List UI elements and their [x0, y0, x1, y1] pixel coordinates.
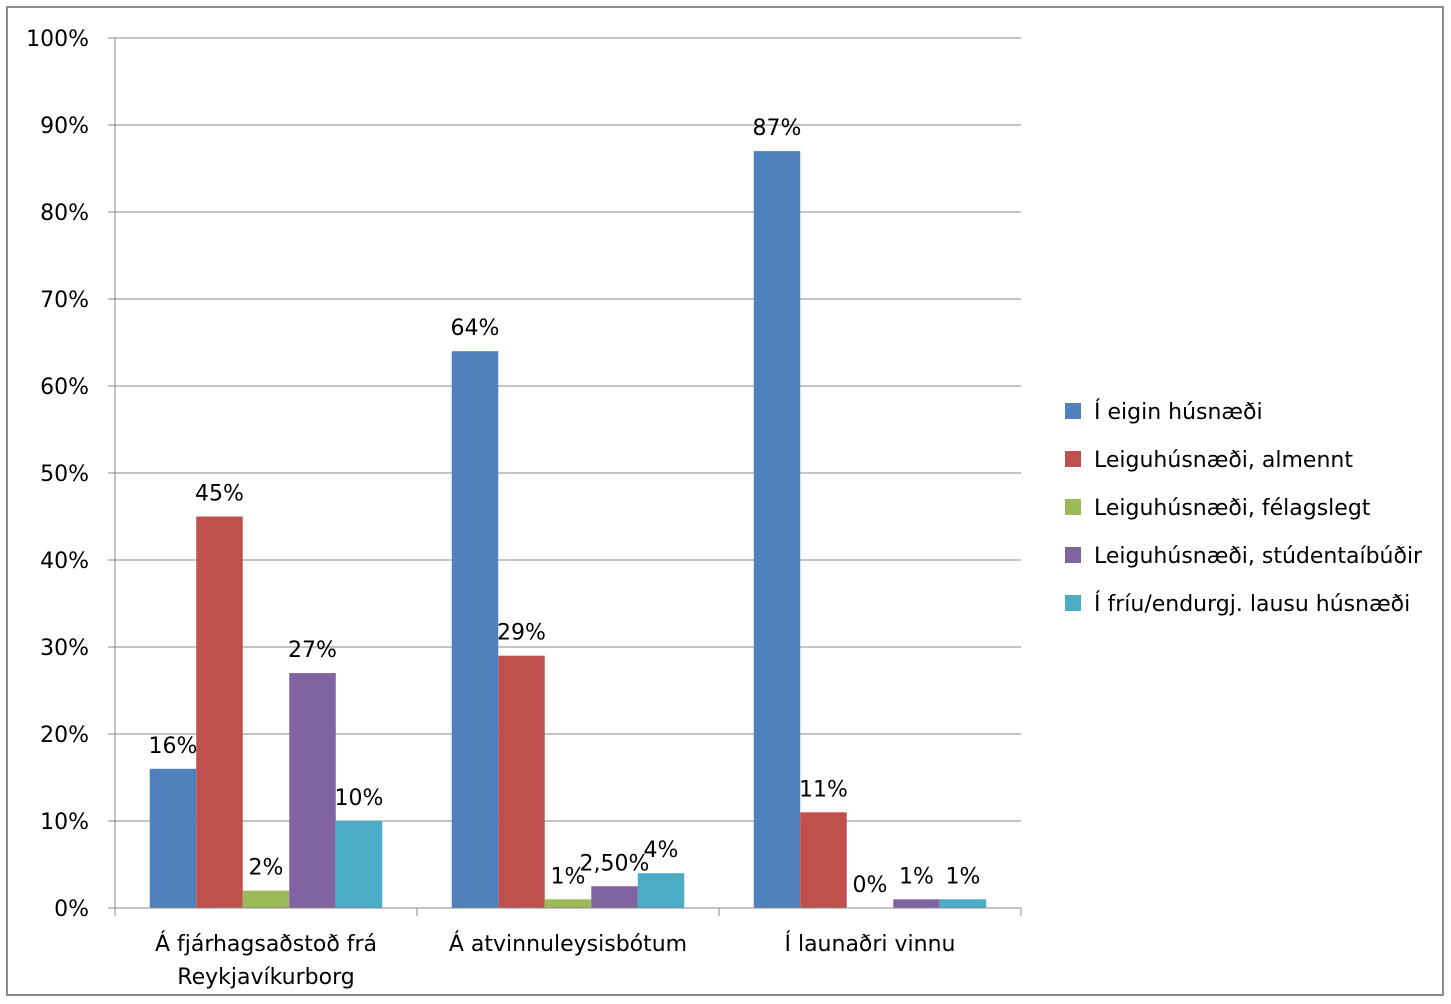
- bar: [893, 899, 940, 908]
- legend-swatch: [1065, 499, 1081, 515]
- bar: [800, 812, 847, 908]
- bar: [289, 673, 336, 908]
- y-tick-label: 70%: [40, 288, 89, 313]
- data-label: 64%: [451, 316, 500, 341]
- legend-swatch: [1065, 451, 1081, 467]
- bar: [753, 151, 801, 909]
- y-tick-label: 10%: [40, 810, 89, 835]
- data-label: 1%: [946, 864, 981, 889]
- axes: [108, 37, 1022, 916]
- legend-swatch: [1065, 547, 1081, 563]
- category-label: Á atvinnuleysisbótum: [449, 931, 687, 957]
- data-labels: 16%64%87%45%29%11%2% 1% 0%27%2,50%1%10%4%1…: [149, 116, 981, 898]
- y-tick-label: 100%: [26, 27, 89, 52]
- legend-label: Leiguhúsnæði, stúdentaíbúðir: [1094, 544, 1423, 569]
- bar: [242, 890, 290, 908]
- data-label: 1%: [551, 864, 586, 889]
- bar: [149, 768, 197, 908]
- y-axis-ticks: 0% 10% 20% 30% 40% 50% 60% 70% 80% 90% 100%: [26, 27, 89, 922]
- y-tick-label: 60%: [40, 375, 89, 400]
- category-label: Í launaðri vinnu: [784, 931, 955, 957]
- data-label: 4%: [644, 838, 679, 863]
- data-label: 1%: [899, 864, 934, 889]
- category-label: Á fjárhagsaðstoð frá: [155, 931, 377, 957]
- bar: [637, 873, 685, 908]
- bar-chart: 0% 10% 20% 30% 40% 50% 60% 70% 80% 90% 100% 16% 64%…: [26, 27, 1423, 990]
- chart-frame: 0% 10% 20% 30% 40% 50% 60% 70% 80% 90% 100% 16% 64%…: [6, 6, 1444, 996]
- bar: [544, 899, 592, 908]
- y-tick-label: 90%: [40, 114, 89, 139]
- legend-label: Í fríu/endurgj. lausu húsnæði: [1094, 591, 1410, 617]
- bars: [149, 151, 987, 909]
- y-tick-label: 30%: [40, 636, 89, 661]
- data-label: 11%: [799, 777, 848, 802]
- y-tick-label: 0%: [54, 897, 89, 922]
- gridlines: [115, 37, 1021, 822]
- bar: [196, 516, 243, 908]
- category-label: Reykjavíkurborg: [177, 965, 354, 990]
- bar: [335, 821, 383, 908]
- data-label: 0%: [853, 873, 888, 898]
- y-tick-label: 50%: [40, 462, 89, 487]
- data-label: 45%: [195, 482, 244, 507]
- legend-swatch: [1065, 595, 1081, 611]
- legend-swatch: [1065, 403, 1081, 419]
- data-label: 2%: [249, 856, 284, 881]
- y-tick-label: 20%: [40, 723, 89, 748]
- legend-label: Leiguhúsnæði, félagslegt: [1094, 496, 1371, 521]
- data-label: 87%: [753, 116, 802, 141]
- data-label: 29%: [497, 621, 546, 646]
- data-label: 2,50%: [580, 851, 650, 876]
- legend-label: Leiguhúsnæði, almennt: [1094, 448, 1353, 473]
- y-tick-label: 80%: [40, 201, 89, 226]
- bar: [451, 351, 499, 908]
- bar: [591, 886, 638, 908]
- bar: [939, 899, 987, 908]
- legend-label: Í eigin húsnæði: [1094, 399, 1263, 425]
- data-label: 16%: [149, 734, 198, 759]
- y-tick-label: 40%: [40, 549, 89, 574]
- bar: [498, 655, 545, 908]
- data-label: 10%: [335, 786, 384, 811]
- data-label: 27%: [288, 638, 337, 663]
- category-labels: Á fjárhagsaðstoð frá Reykjavíkurborg Á atv…: [155, 931, 956, 990]
- legend: Í eigin húsnæði Leiguhúsnæði, almennt Leig…: [1065, 399, 1423, 617]
